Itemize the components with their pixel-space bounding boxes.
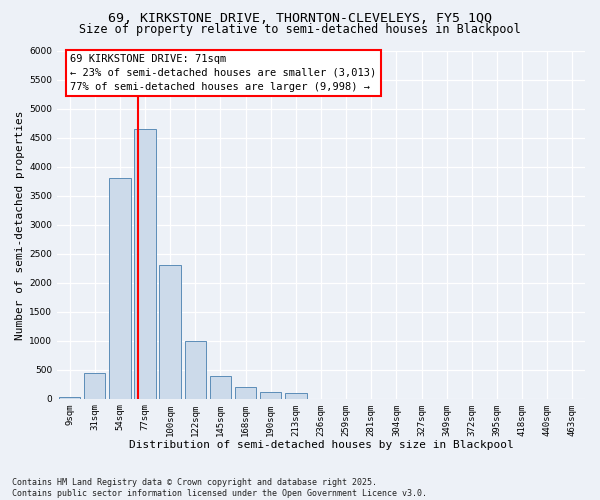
Bar [84,372,106,398]
Bar [210,376,231,398]
Y-axis label: Number of semi-detached properties: Number of semi-detached properties [15,110,25,340]
Text: 69 KIRKSTONE DRIVE: 71sqm
← 23% of semi-detached houses are smaller (3,013)
77% : 69 KIRKSTONE DRIVE: 71sqm ← 23% of semi-… [70,54,376,92]
X-axis label: Distribution of semi-detached houses by size in Blackpool: Distribution of semi-detached houses by … [128,440,514,450]
Bar [260,392,281,398]
Bar [134,129,156,398]
Bar [109,178,131,398]
Bar [59,397,80,398]
Text: Size of property relative to semi-detached houses in Blackpool: Size of property relative to semi-detach… [79,22,521,36]
Bar [285,393,307,398]
Text: Contains HM Land Registry data © Crown copyright and database right 2025.
Contai: Contains HM Land Registry data © Crown c… [12,478,427,498]
Bar [160,266,181,398]
Bar [185,341,206,398]
Bar [235,387,256,398]
Text: 69, KIRKSTONE DRIVE, THORNTON-CLEVELEYS, FY5 1QQ: 69, KIRKSTONE DRIVE, THORNTON-CLEVELEYS,… [108,12,492,26]
